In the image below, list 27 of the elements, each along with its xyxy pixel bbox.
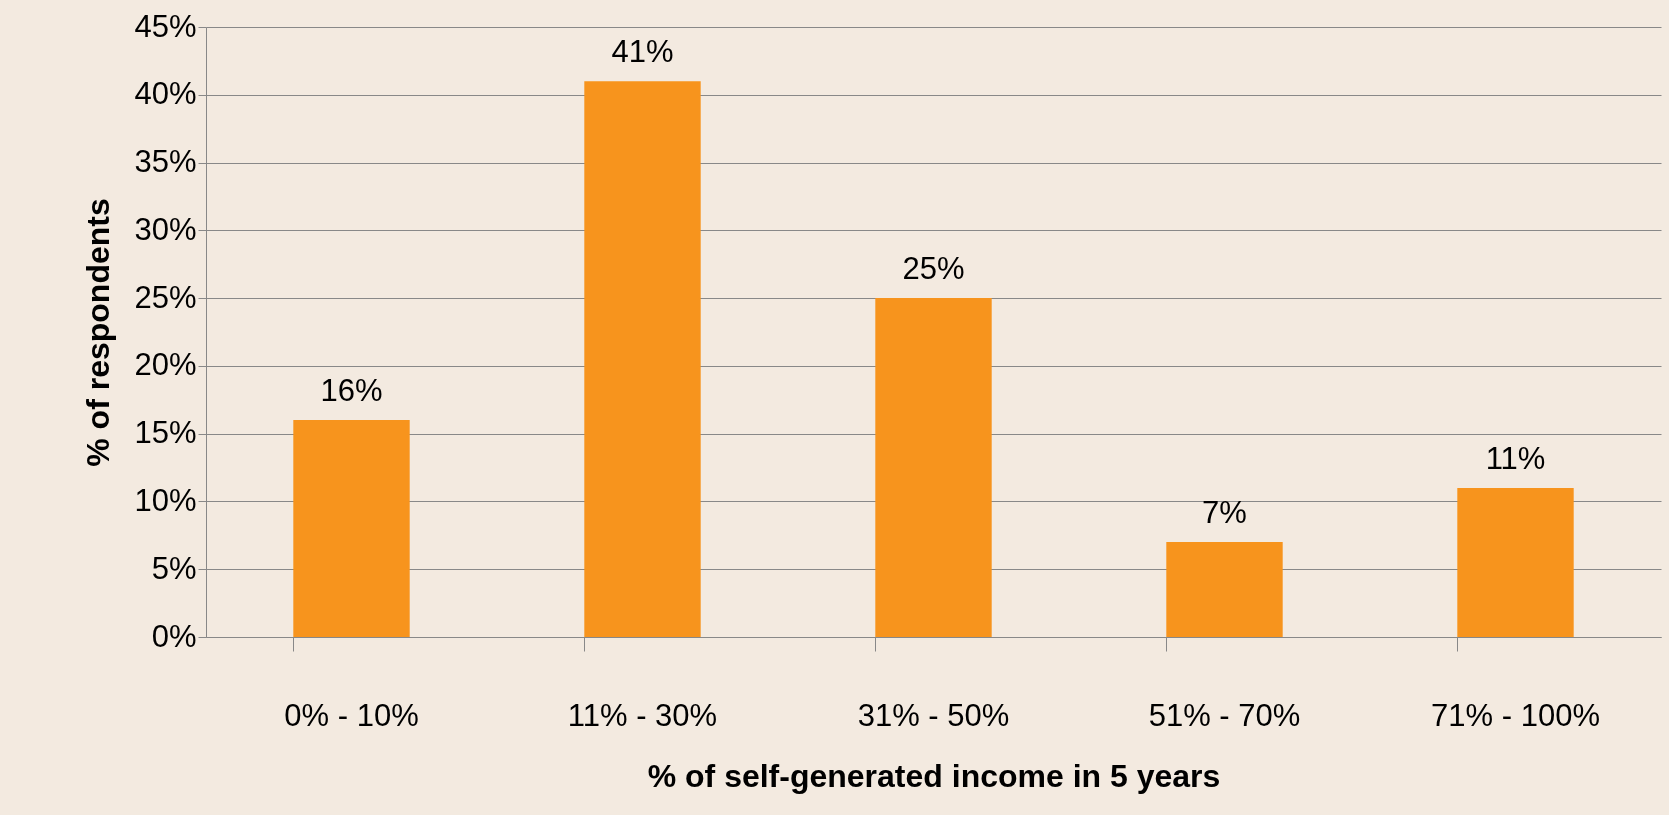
- y-tick-label: 10%: [134, 482, 197, 518]
- x-tick-label: 11% - 30%: [567, 697, 718, 733]
- y-tick-label: 30%: [134, 211, 197, 247]
- y-tick-label: 20%: [134, 347, 197, 383]
- y-tick-label: 0%: [151, 618, 197, 654]
- bar: [584, 81, 701, 637]
- y-axis-title: % of respondents: [80, 198, 117, 467]
- y-tick-label: 40%: [134, 76, 197, 112]
- data-label: 25%: [902, 251, 965, 287]
- y-tick-label: 25%: [134, 279, 197, 315]
- y-tick-label: 5%: [151, 550, 197, 586]
- x-tick-label: 71% - 100%: [1431, 697, 1600, 733]
- bar: [875, 298, 992, 637]
- data-label: 7%: [1202, 495, 1247, 531]
- x-tick-label: 51% - 70%: [1148, 697, 1301, 733]
- data-label: 41%: [611, 34, 674, 70]
- y-tick-label: 35%: [134, 144, 197, 180]
- y-tick-label: 15%: [134, 415, 197, 451]
- bar: [1457, 487, 1574, 637]
- x-axis-title: % of self-generated income in 5 years: [647, 757, 1221, 794]
- x-tick-label: 31% - 50%: [857, 697, 1010, 733]
- x-tick-label: 0% - 10%: [284, 697, 419, 733]
- data-label: 16%: [320, 373, 383, 409]
- bar: [293, 420, 410, 637]
- bar: [1166, 542, 1283, 637]
- data-label: 11%: [1485, 440, 1546, 476]
- y-tick-label: 45%: [134, 8, 197, 44]
